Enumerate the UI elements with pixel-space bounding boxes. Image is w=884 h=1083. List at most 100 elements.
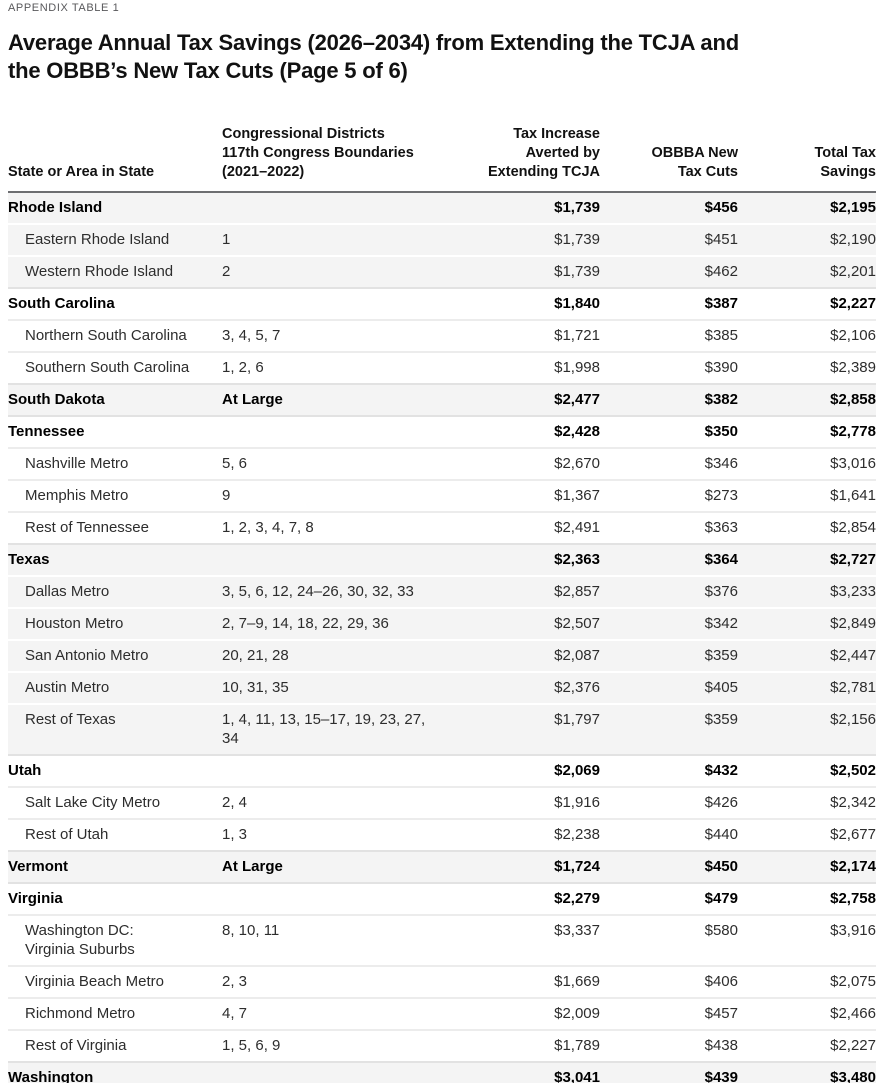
state-area-cell: South Dakota	[8, 391, 105, 408]
tcja-averted-value: $3,041	[554, 1069, 600, 1083]
districts-cell	[222, 192, 444, 224]
obbba-new-cuts-value: $390	[704, 359, 738, 376]
tcja-averted-value: $1,367	[554, 487, 600, 504]
tcja-averted-value: $1,998	[554, 359, 600, 376]
state-area-cell: Austin Metro	[25, 679, 110, 696]
districts-cell	[222, 544, 444, 576]
total-savings-value: $2,758	[830, 890, 876, 907]
obbba-new-cuts-value: $273	[704, 487, 738, 504]
tcja-averted-value: $1,739	[554, 231, 600, 248]
state-area-cell: Rest of Tennessee	[25, 519, 149, 536]
table-row: Eastern Rhode Island 1 $1,739 $451 $2,190	[8, 224, 876, 256]
total-savings-value: $2,342	[830, 794, 876, 811]
total-savings-value: $2,174	[830, 858, 876, 875]
obbba-new-cuts-value: $350	[704, 423, 738, 440]
total-savings-value: $2,854	[830, 519, 876, 536]
col-header-congressional-districts: Congressional Districts 117th Congress B…	[222, 85, 444, 193]
total-savings-value: $2,781	[830, 679, 876, 696]
districts-cell	[222, 1062, 444, 1083]
state-area-cell: Eastern Rhode Island	[25, 231, 170, 248]
total-savings-value: $3,016	[830, 455, 876, 472]
districts-cell	[222, 883, 444, 915]
total-savings-value: $2,858	[830, 391, 876, 408]
obbba-new-cuts-value: $342	[704, 615, 738, 632]
tcja-averted-value: $3,337	[554, 922, 600, 939]
tcja-averted-value: $1,916	[554, 794, 600, 811]
total-savings-value: $2,156	[830, 711, 876, 728]
col-header-obbba-new-cuts: OBBBA New Tax Cuts	[600, 85, 738, 193]
obbba-new-cuts-value: $426	[704, 794, 738, 811]
obbba-new-cuts-value: $439	[704, 1069, 738, 1083]
obbba-new-cuts-value: $438	[704, 1037, 738, 1054]
tcja-averted-value: $1,789	[554, 1037, 600, 1054]
districts-cell: 5, 6	[222, 455, 248, 472]
obbba-new-cuts-value: $456	[704, 199, 738, 216]
districts-cell: 3, 4, 5, 7	[222, 327, 281, 344]
table-row: Rest of Virginia 1, 5, 6, 9 $1,789 $438 $2,2…	[8, 1030, 876, 1062]
districts-cell: At Large	[222, 858, 283, 875]
state-area-cell: Rest of Utah	[25, 826, 109, 843]
table-body: Rhode Island $1,739 $456 $2,195 Eastern Rhod…	[8, 192, 876, 1083]
districts-cell: 1, 5, 6, 9	[222, 1037, 281, 1054]
state-area-cell: Tennessee	[8, 423, 85, 440]
tcja-averted-value: $2,491	[554, 519, 600, 536]
col-header-state-area: State or Area in State	[8, 85, 222, 193]
state-area-cell: Virginia	[8, 890, 63, 907]
districts-cell: At Large	[222, 391, 283, 408]
obbba-new-cuts-value: $376	[704, 583, 738, 600]
obbba-new-cuts-value: $450	[704, 858, 738, 875]
col-header-tcja-averted: Tax Increase Averted by Extending TCJA	[444, 85, 600, 193]
state-area-cell: Houston Metro	[25, 615, 124, 632]
obbba-new-cuts-value: $462	[704, 263, 738, 280]
total-savings-value: $2,106	[830, 327, 876, 344]
tcja-averted-value: $2,279	[554, 890, 600, 907]
table-row: Rest of Tennessee 1, 2, 3, 4, 7, 8 $2,491 $…	[8, 512, 876, 544]
state-area-cell: Salt Lake City Metro	[25, 794, 161, 811]
table-row: Western Rhode Island 2 $1,739 $462 $2,201	[8, 256, 876, 288]
table-row: Tennessee $2,428 $350 $2,778	[8, 416, 876, 448]
state-area-cell: Rest of Texas	[25, 711, 116, 728]
table-row: Northern South Carolina 3, 4, 5, 7 $1,721 $…	[8, 320, 876, 352]
tcja-averted-value: $1,721	[554, 327, 600, 344]
districts-cell: 10, 31, 35	[222, 679, 289, 696]
total-savings-value: $2,677	[830, 826, 876, 843]
tcja-averted-value: $2,009	[554, 1005, 600, 1022]
obbba-new-cuts-value: $580	[704, 922, 738, 939]
tcja-averted-value: $2,238	[554, 826, 600, 843]
tcja-averted-value: $1,739	[554, 263, 600, 280]
tcja-averted-value: $2,670	[554, 455, 600, 472]
table-row: San Antonio Metro 20, 21, 28 $2,087 $359 $2,…	[8, 640, 876, 672]
state-area-cell: Washington DC: Virginia Suburbs	[25, 922, 135, 958]
table-row: Dallas Metro 3, 5, 6, 12, 24–26, 30, 32, …	[8, 576, 876, 608]
state-area-cell: Northern South Carolina	[25, 327, 187, 344]
table-row: Richmond Metro 4, 7 $2,009 $457 $2,466	[8, 998, 876, 1030]
table-row: Virginia $2,279 $479 $2,758	[8, 883, 876, 915]
state-area-cell: South Carolina	[8, 295, 115, 312]
obbba-new-cuts-value: $440	[704, 826, 738, 843]
table-row: South Dakota At Large $2,477 $382 $2,858	[8, 384, 876, 416]
tcja-averted-value: $1,724	[554, 858, 600, 875]
state-area-cell: Western Rhode Island	[25, 263, 174, 280]
districts-cell: 1, 2, 6	[222, 359, 264, 376]
districts-cell: 2, 3	[222, 973, 248, 990]
obbba-new-cuts-value: $346	[704, 455, 738, 472]
districts-cell: 1	[222, 231, 231, 248]
tax-savings-table: State or Area in State Congressional Dis…	[8, 85, 876, 1083]
obbba-new-cuts-value: $406	[704, 973, 738, 990]
total-savings-value: $2,502	[830, 762, 876, 779]
state-area-cell: Richmond Metro	[25, 1005, 136, 1022]
table-row: Virginia Beach Metro 2, 3 $1,669 $406 $2,075	[8, 966, 876, 998]
table-row: Washington $3,041 $439 $3,480	[8, 1062, 876, 1083]
obbba-new-cuts-value: $405	[704, 679, 738, 696]
districts-cell: 1, 3	[222, 826, 248, 843]
table-row: Vermont At Large $1,724 $450 $2,174	[8, 851, 876, 883]
total-savings-value: $2,466	[830, 1005, 876, 1022]
state-area-cell: Dallas Metro	[25, 583, 110, 600]
obbba-new-cuts-value: $385	[704, 327, 738, 344]
obbba-new-cuts-value: $359	[704, 647, 738, 664]
total-savings-value: $3,916	[830, 922, 876, 939]
total-savings-value: $2,190	[830, 231, 876, 248]
page-title: Average Annual Tax Savings (2026–2034) f…	[8, 30, 739, 83]
header-row: State or Area in State Congressional Dis…	[8, 85, 876, 193]
